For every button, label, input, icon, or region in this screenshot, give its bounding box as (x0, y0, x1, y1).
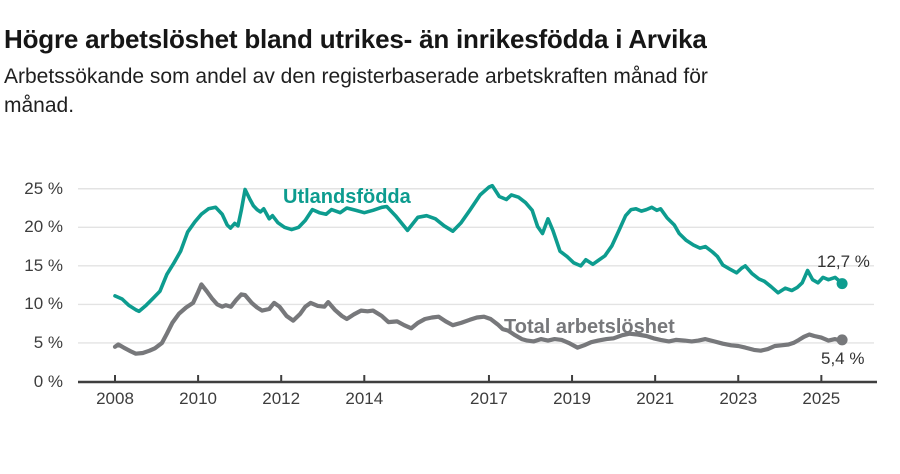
y-axis-label: 25 % (24, 178, 63, 198)
x-axis-label: 2010 (179, 389, 217, 408)
chart-title: Högre arbetslöshet bland utrikes- än inr… (4, 24, 707, 55)
total-line (112, 282, 845, 356)
total-end-dot (836, 334, 848, 346)
x-axis-label: 2008 (96, 389, 134, 408)
x-axis-label: 2014 (345, 389, 384, 408)
chart-subtitle-line2: månad. (4, 94, 75, 117)
y-axis-label: 10 % (24, 294, 63, 314)
x-axis-label: 2021 (636, 389, 675, 408)
end-value-label-total: 5,4 % (821, 349, 865, 368)
x-axis-label: 2017 (470, 389, 508, 408)
x-axis-label: 2019 (553, 389, 591, 408)
x-axis-label: 2012 (262, 389, 301, 408)
y-axis-label: 15 % (24, 255, 63, 275)
end-value-label-utlandsfodda: 12,7 % (817, 252, 870, 271)
y-axis-label: 0 % (33, 371, 63, 391)
series-label-total-arbetsloshet: Total arbetslöshet (504, 316, 675, 338)
y-axis-label: 20 % (24, 217, 63, 237)
utlandsfodda-line (113, 183, 844, 314)
x-axis-label: 2023 (719, 389, 758, 408)
footer: Newsworthy (0, 438, 900, 474)
utlandsfodda-end-dot (836, 278, 848, 290)
x-axis-label: 2025 (802, 389, 841, 408)
series-label-utlandsfodda: Utlandsfödda (283, 186, 411, 208)
y-axis-label: 5 % (33, 332, 63, 352)
chart-subtitle-line1: Arbetssökande som andel av den registerb… (4, 65, 708, 88)
